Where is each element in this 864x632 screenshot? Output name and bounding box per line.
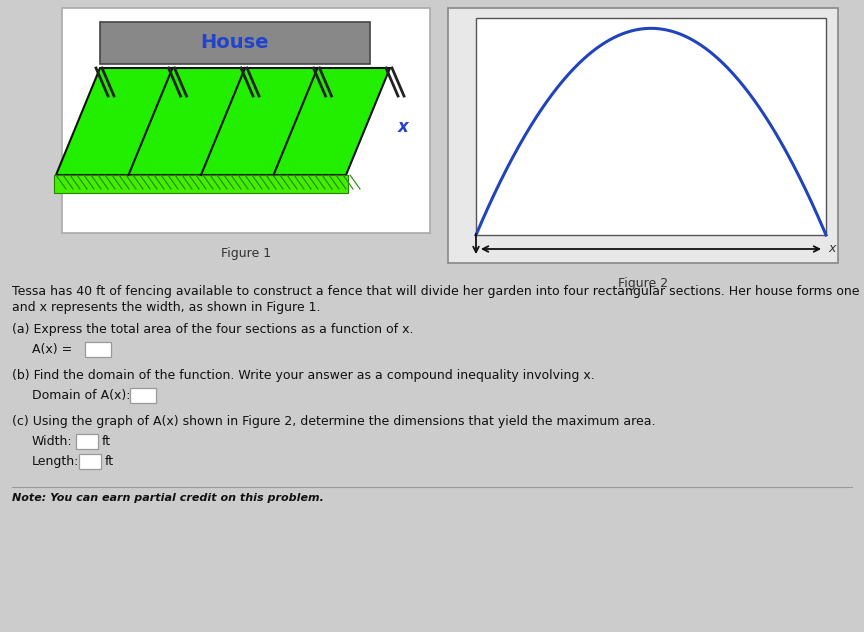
Bar — [100, 22, 370, 64]
Text: ft: ft — [102, 435, 111, 448]
Bar — [448, 8, 838, 263]
Text: Width:: Width: — [32, 435, 73, 448]
Bar — [476, 18, 826, 235]
Text: and x represents the width, as shown in Figure 1.: and x represents the width, as shown in … — [12, 301, 321, 314]
Polygon shape — [56, 68, 390, 175]
Bar — [130, 388, 156, 403]
Text: Figure 2: Figure 2 — [618, 277, 668, 290]
Bar — [76, 434, 98, 449]
Text: Length:: Length: — [32, 455, 79, 468]
Bar — [62, 8, 430, 233]
Text: x: x — [828, 243, 835, 255]
Text: Tessa has 40 ft of fencing available to construct a fence that will divide her g: Tessa has 40 ft of fencing available to … — [12, 285, 864, 298]
Polygon shape — [54, 175, 348, 193]
Text: Figure 1: Figure 1 — [221, 247, 271, 260]
Bar — [85, 342, 111, 357]
Text: (c) Using the graph of A(x) shown in Figure 2, determine the dimensions that yie: (c) Using the graph of A(x) shown in Fig… — [12, 415, 656, 428]
Text: Note: You can earn partial credit on this problem.: Note: You can earn partial credit on thi… — [12, 493, 324, 503]
Text: A(x) =: A(x) = — [32, 343, 73, 356]
Text: x: x — [398, 118, 409, 135]
Text: (b) Find the domain of the function. Write your answer as a compound inequality : (b) Find the domain of the function. Wri… — [12, 369, 594, 382]
Text: ft: ft — [105, 455, 114, 468]
Text: (a) Express the total area of the four sections as a function of x.: (a) Express the total area of the four s… — [12, 323, 414, 336]
Text: House: House — [200, 33, 270, 52]
Text: Domain of A(x):: Domain of A(x): — [32, 389, 130, 402]
Bar — [79, 454, 101, 469]
